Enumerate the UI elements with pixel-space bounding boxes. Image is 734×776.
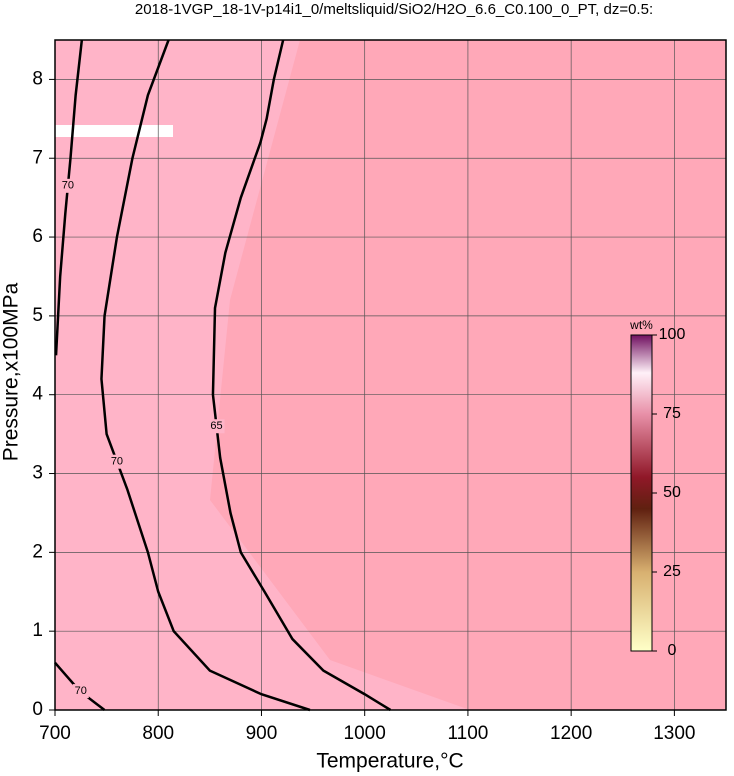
colorbar-tick-label: 25 (663, 563, 681, 580)
y-tick-label: 3 (32, 463, 43, 484)
y-tick-label: 6 (32, 226, 43, 247)
x-tick-label: 1200 (550, 723, 592, 744)
x-tick-label: 1000 (344, 723, 386, 744)
contour-label: 65 (210, 420, 222, 432)
y-tick-label: 8 (32, 68, 43, 89)
y-axis-label: Pressure,x100MPa (0, 282, 23, 461)
chart-title: 2018-1VGP_18-1V-p14i1_0/meltsliquid/SiO2… (135, 1, 653, 18)
contour-label: 70 (111, 456, 123, 468)
y-tick-label: 5 (32, 305, 43, 326)
x-tick-label: 1300 (653, 723, 695, 744)
colorbar-tick-label: 100 (659, 326, 686, 343)
x-axis-label: Temperature,°C (316, 750, 463, 773)
colorbar-tick-label: 0 (668, 642, 677, 659)
y-tick-label: 0 (32, 699, 43, 720)
low-temperature-region (55, 40, 470, 710)
colorbar-tick-label: 50 (663, 484, 681, 501)
contour-label: 70 (62, 180, 74, 192)
y-tick-label: 2 (32, 541, 43, 562)
contour-label-bg (59, 178, 76, 193)
plot-frame (54, 39, 727, 711)
y-tick-label: 1 (32, 620, 43, 641)
data-gap (55, 125, 173, 137)
contour-label-bg (208, 419, 225, 434)
x-tick-label: 800 (142, 723, 174, 744)
contour-label-bg (108, 454, 125, 469)
x-tick-label: 1100 (447, 723, 488, 744)
y-tick-label: 7 (32, 147, 43, 168)
colorbar-tick-label: 75 (663, 405, 681, 422)
contour-label-bg (72, 684, 89, 699)
y-tick-label: 4 (32, 384, 43, 405)
x-tick-label: 700 (39, 723, 71, 744)
x-tick-label: 900 (246, 723, 278, 744)
contour-label: 70 (75, 685, 87, 697)
colorbar-label: wt% (629, 318, 653, 332)
colorbar (630, 334, 653, 652)
